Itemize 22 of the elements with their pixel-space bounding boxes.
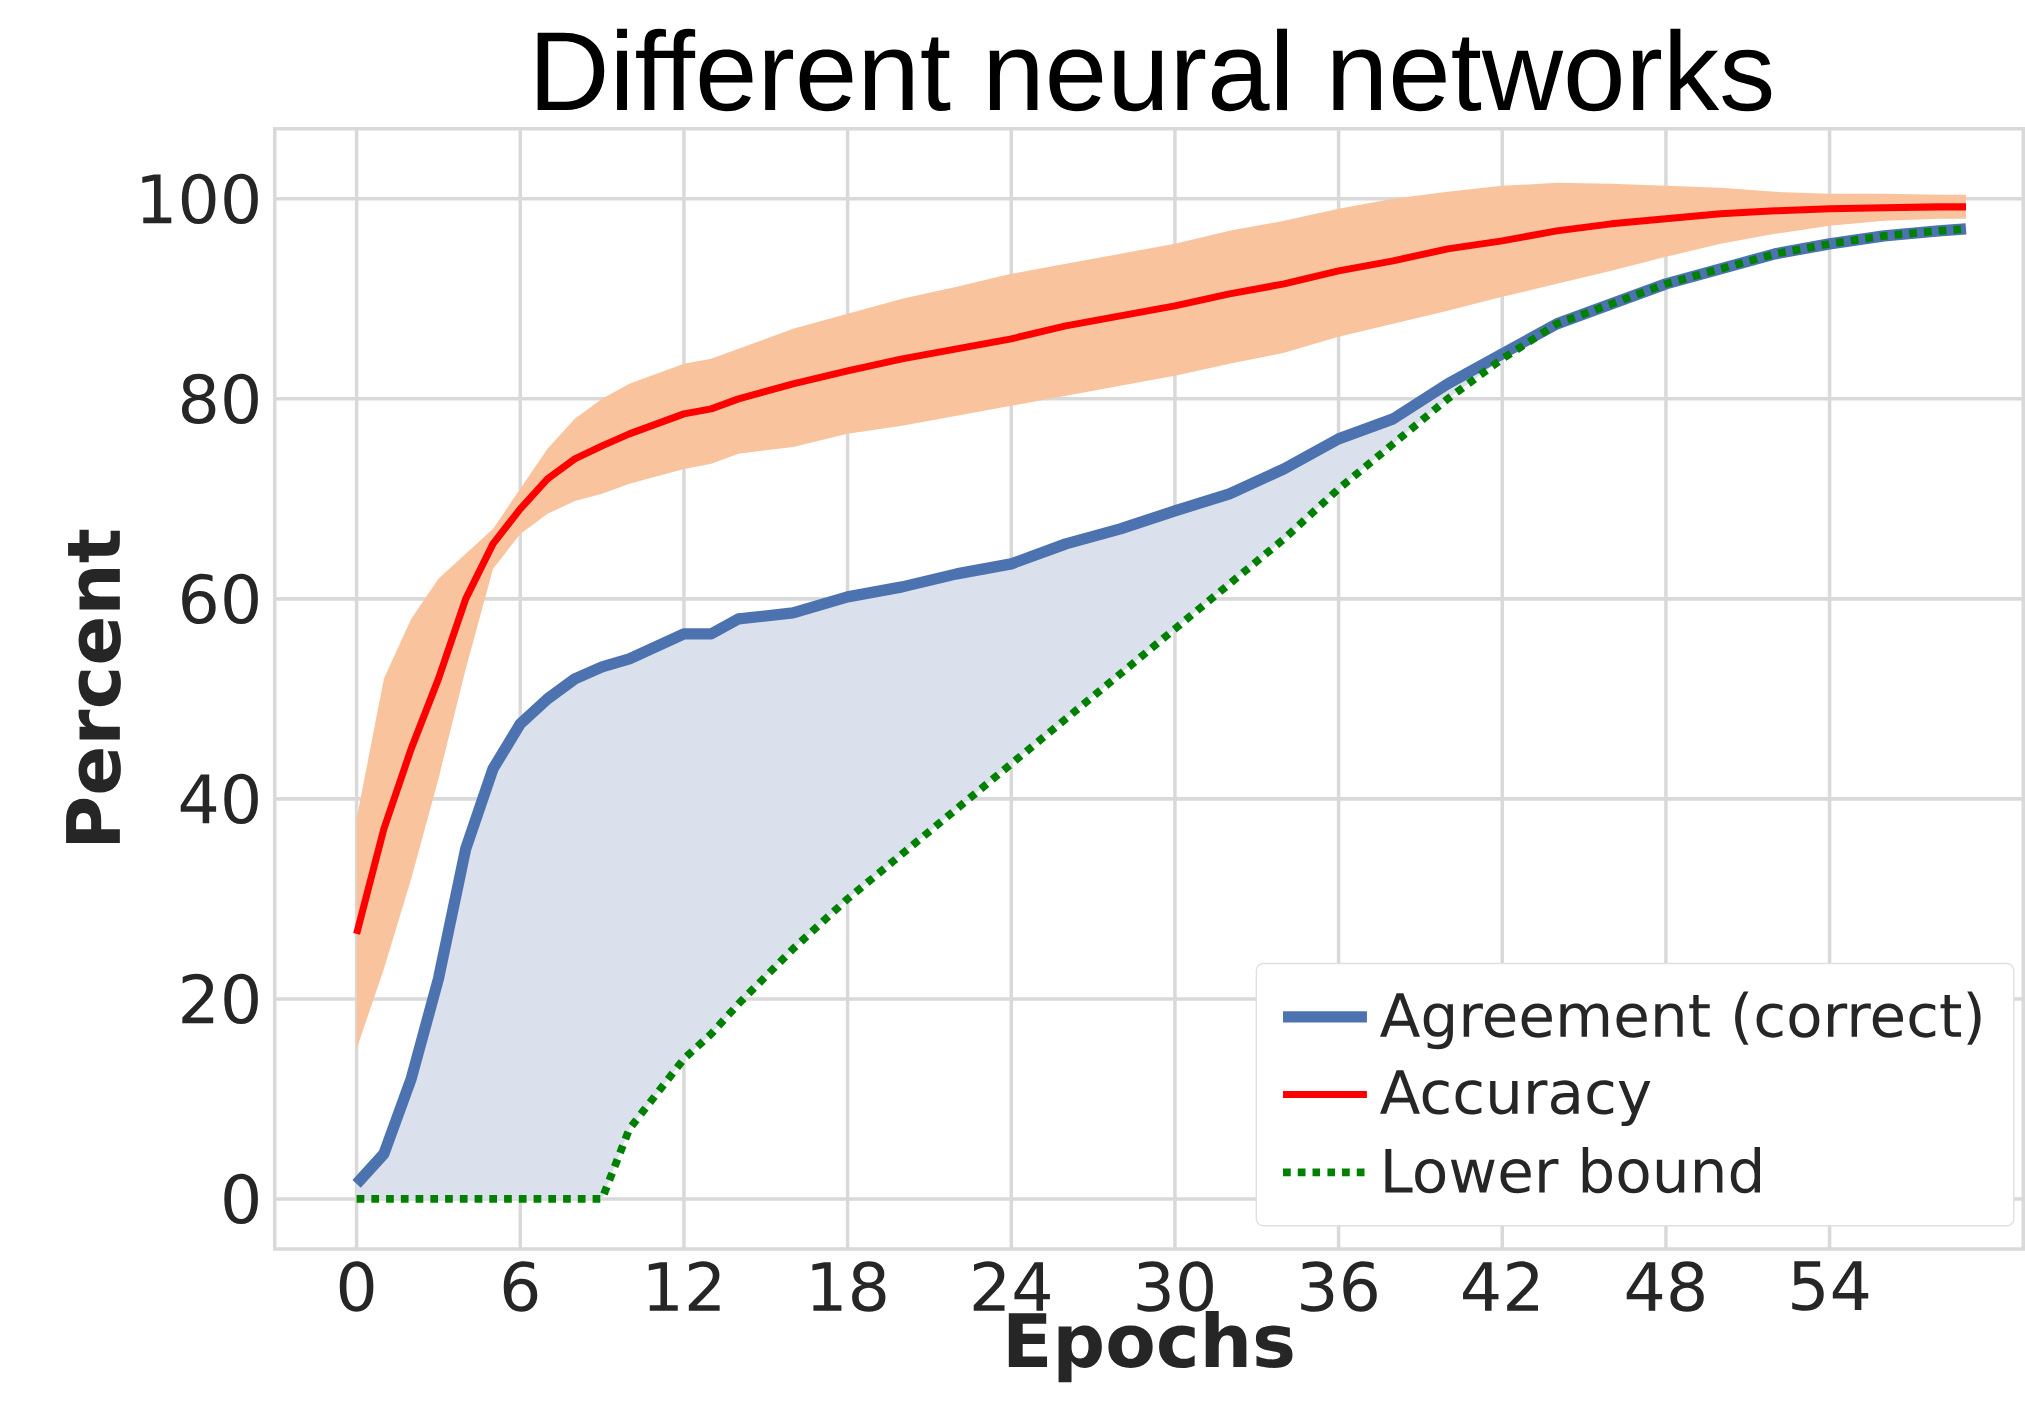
y-tick-label: 80 bbox=[181, 373, 258, 425]
legend-label: Accuracy bbox=[1380, 1070, 1651, 1127]
x-tick-label: 36 bbox=[1301, 1261, 1377, 1312]
y-tick-label: 60 bbox=[182, 573, 258, 625]
y-tick-label: 0 bbox=[224, 1173, 258, 1225]
legend-label: Agreement (correct) bbox=[1380, 991, 1981, 1050]
y-tick-label: 100 bbox=[142, 173, 258, 225]
x-axis-title: Epochs bbox=[1008, 1311, 1293, 1383]
x-tick-label: 6 bbox=[503, 1261, 538, 1312]
y-tick-label: 20 bbox=[182, 973, 258, 1025]
x-tick-label: 18 bbox=[812, 1261, 886, 1312]
x-tick-label: 12 bbox=[648, 1261, 720, 1311]
x-tick-label: 48 bbox=[1626, 1261, 1704, 1312]
y-tick-label: 40 bbox=[180, 773, 258, 825]
legend-label: Lower bound bbox=[1385, 1147, 1760, 1194]
x-tick-label: 42 bbox=[1463, 1261, 1538, 1311]
y-axis-title: Percent bbox=[66, 529, 121, 844]
x-tick-label: 54 bbox=[1792, 1261, 1869, 1311]
x-tick-label: 0 bbox=[339, 1261, 374, 1312]
x-tick-label: 24 bbox=[973, 1261, 1050, 1311]
x-tick-label: 30 bbox=[1137, 1261, 1213, 1312]
chart-title: Different neural networks bbox=[537, 28, 1772, 112]
